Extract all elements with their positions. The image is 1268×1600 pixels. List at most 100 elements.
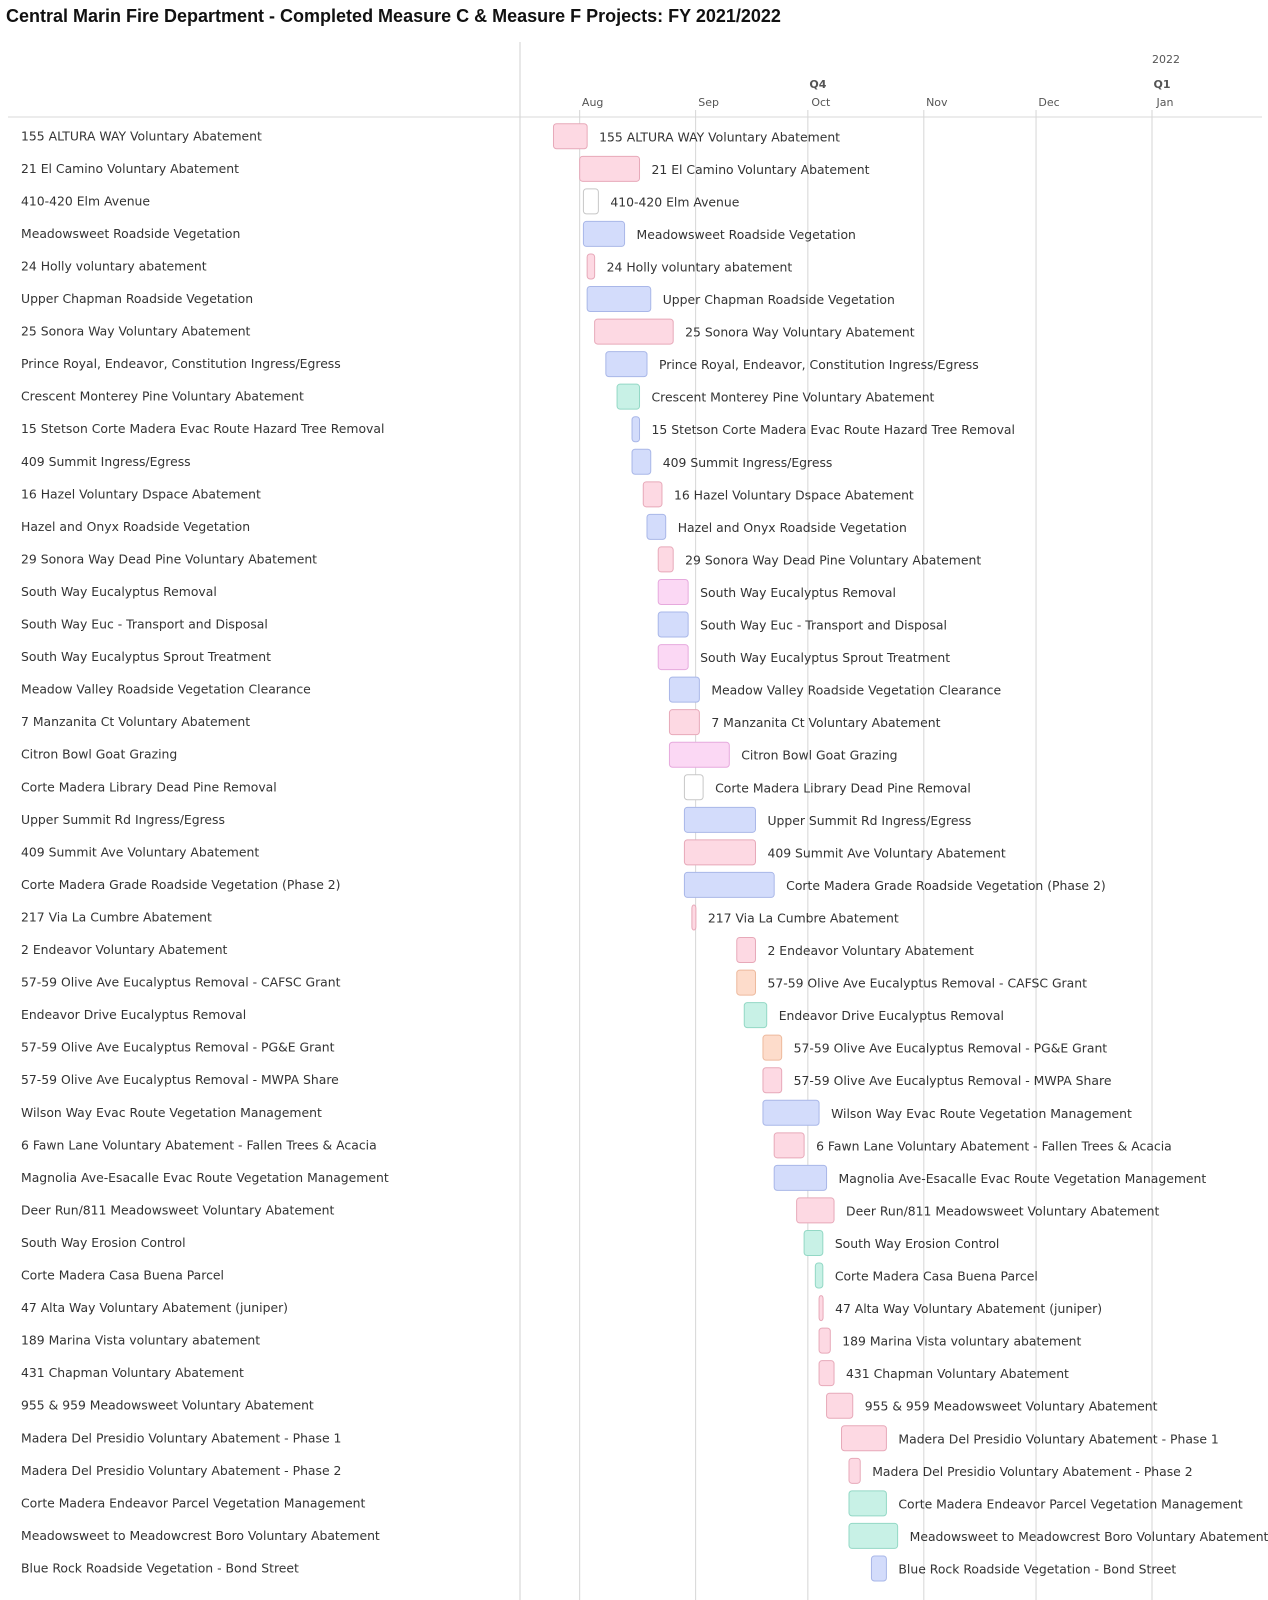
task-row-label: 57-59 Olive Ave Eucalyptus Removal - MWP… <box>21 1072 339 1087</box>
task-bar <box>848 1522 899 1549</box>
task-bar-label: Prince Royal, Endeavor, Constitution Ing… <box>659 357 979 372</box>
task-bar <box>796 1197 835 1224</box>
task-row-label: Crescent Monterey Pine Voluntary Abateme… <box>21 389 304 404</box>
task-bar <box>657 546 674 573</box>
task-bar-label: 955 & 959 Meadowsweet Voluntary Abatemen… <box>865 1399 1158 1414</box>
task-bar <box>657 578 689 605</box>
task-bar-label: 409 Summit Ingress/Egress <box>663 455 833 470</box>
task-bar <box>552 123 588 150</box>
task-bar-label: Upper Summit Rd Ingress/Egress <box>767 813 971 828</box>
quarter-tick-label: Q4 <box>809 78 826 91</box>
task-row-label: 7 Manzanita Ct Voluntary Abatement <box>21 714 250 729</box>
task-bar <box>762 1067 783 1094</box>
task-row-label: Meadow Valley Roadside Vegetation Cleara… <box>21 682 311 697</box>
month-tick-label: Nov <box>926 96 948 109</box>
task-row-label: 155 ALTURA WAY Voluntary Abatement <box>21 128 262 143</box>
task-row-label: Madera Del Presidio Voluntary Abatement … <box>21 1430 341 1445</box>
task-bar-label: Meadow Valley Roadside Vegetation Cleara… <box>711 683 1001 698</box>
task-bar <box>736 937 756 964</box>
task-bar <box>605 351 648 378</box>
task-bar-label: Magnolia Ave-Esacalle Evac Route Vegetat… <box>839 1171 1207 1186</box>
task-row-label: South Way Eucalyptus Sprout Treatment <box>21 649 271 664</box>
task-row-label: 6 Fawn Lane Voluntary Abatement - Fallen… <box>21 1137 377 1152</box>
task-row-label: South Way Erosion Control <box>21 1235 186 1250</box>
task-bar <box>773 1164 828 1191</box>
task-row-label: Prince Royal, Endeavor, Constitution Ing… <box>21 356 341 371</box>
task-row-label: Wilson Way Evac Route Vegetation Managem… <box>21 1105 322 1120</box>
task-bar-label: Corte Madera Library Dead Pine Removal <box>715 780 971 795</box>
task-bar-label: Wilson Way Evac Route Vegetation Managem… <box>831 1106 1132 1121</box>
task-row-label: 409 Summit Ave Voluntary Abatement <box>21 844 259 859</box>
task-bar-label: 21 El Camino Voluntary Abatement <box>652 162 870 177</box>
task-bar-label: 7 Manzanita Ct Voluntary Abatement <box>711 715 940 730</box>
task-bar <box>818 1327 831 1354</box>
task-row-label: Magnolia Ave-Esacalle Evac Route Vegetat… <box>21 1170 389 1185</box>
task-bar-label: 155 ALTURA WAY Voluntary Abatement <box>599 129 840 144</box>
task-bar <box>683 839 756 866</box>
task-bar-label: 57-59 Olive Ave Eucalyptus Removal - MWP… <box>794 1073 1112 1088</box>
task-bar <box>582 188 599 215</box>
task-bar <box>668 709 700 736</box>
task-row-label: 21 El Camino Voluntary Abatement <box>21 161 239 176</box>
task-bar-label: Meadowsweet to Meadowcrest Boro Voluntar… <box>910 1529 1268 1544</box>
task-bar <box>586 253 596 280</box>
task-row-label: Citron Bowl Goat Grazing <box>21 747 177 762</box>
task-bar <box>736 969 756 996</box>
task-bar <box>668 676 700 703</box>
task-bar <box>631 448 652 475</box>
task-bar-label: Upper Chapman Roadside Vegetation <box>663 292 895 307</box>
task-bar-label: Corte Madera Casa Buena Parcel <box>835 1269 1038 1284</box>
task-row-label: Blue Rock Roadside Vegetation - Bond Str… <box>21 1560 299 1575</box>
task-row-label: Hazel and Onyx Roadside Vegetation <box>21 519 250 534</box>
task-bar-label: Citron Bowl Goat Grazing <box>741 748 897 763</box>
task-row-label: 409 Summit Ingress/Egress <box>21 454 191 469</box>
task-bar-label: 29 Sonora Way Dead Pine Voluntary Abatem… <box>685 552 981 567</box>
task-bar-label: South Way Euc - Transport and Disposal <box>700 618 947 633</box>
month-tick-label: Jan <box>1156 96 1174 109</box>
task-row-label: 2 Endeavor Voluntary Abatement <box>21 942 228 957</box>
task-bar <box>683 774 704 801</box>
task-bar <box>848 1457 861 1484</box>
task-row-label: South Way Euc - Transport and Disposal <box>21 617 268 632</box>
task-bar-label: 6 Fawn Lane Voluntary Abatement - Fallen… <box>816 1138 1172 1153</box>
task-row-label: Madera Del Presidio Voluntary Abatement … <box>21 1463 341 1478</box>
task-bar-label: Crescent Monterey Pine Voluntary Abateme… <box>652 390 935 405</box>
task-row-label: 29 Sonora Way Dead Pine Voluntary Abatem… <box>21 551 317 566</box>
task-bar <box>691 904 697 931</box>
task-row-label: Endeavor Drive Eucalyptus Removal <box>21 1007 246 1022</box>
task-bar <box>586 286 652 313</box>
task-bar <box>631 416 641 443</box>
task-bar-label: Corte Madera Endeavor Parcel Vegetation … <box>898 1496 1243 1511</box>
month-tick-label: Dec <box>1038 96 1059 109</box>
task-bar <box>743 1002 768 1029</box>
task-bar <box>803 1229 824 1256</box>
task-bar <box>683 871 775 898</box>
task-bar <box>818 1360 835 1387</box>
task-bar-label: Hazel and Onyx Roadside Vegetation <box>678 520 907 535</box>
task-bar <box>657 611 689 638</box>
task-bar <box>814 1262 824 1289</box>
task-row-label: Corte Madera Endeavor Parcel Vegetation … <box>21 1495 366 1510</box>
task-bar <box>818 1295 824 1322</box>
task-bar-label: 410-420 Elm Avenue <box>610 194 739 209</box>
task-bar-label: 16 Hazel Voluntary Dspace Abatement <box>674 487 914 502</box>
task-bar-label: 57-59 Olive Ave Eucalyptus Removal - PG&… <box>794 1041 1108 1056</box>
task-bar <box>616 383 641 410</box>
task-bar <box>841 1425 887 1452</box>
task-bar-label: 2 Endeavor Voluntary Abatement <box>767 943 974 958</box>
task-bar <box>848 1490 887 1517</box>
task-bar <box>683 806 756 833</box>
task-bar-label: 409 Summit Ave Voluntary Abatement <box>767 845 1005 860</box>
task-bar-label: 217 Via La Cumbre Abatement <box>708 910 899 925</box>
task-bar-label: South Way Eucalyptus Removal <box>700 585 896 600</box>
task-row-label: 410-420 Elm Avenue <box>21 193 150 208</box>
task-bar <box>642 481 663 508</box>
task-row-label: 15 Stetson Corte Madera Evac Route Hazar… <box>21 421 384 436</box>
task-row-label: Meadowsweet to Meadowcrest Boro Voluntar… <box>21 1528 380 1543</box>
task-bar <box>594 318 674 345</box>
task-bar-label: 431 Chapman Voluntary Abatement <box>846 1366 1069 1381</box>
task-bar <box>582 220 626 247</box>
task-bar <box>668 741 730 768</box>
task-row-label: Upper Summit Rd Ingress/Egress <box>21 812 225 827</box>
